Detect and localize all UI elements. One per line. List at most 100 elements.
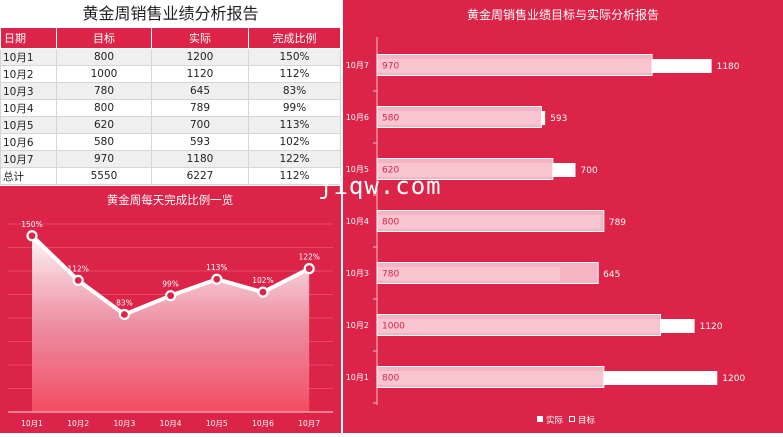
y-tick-label: 10月7 bbox=[346, 61, 369, 70]
cell-ratio: 112% bbox=[248, 65, 341, 83]
data-label: 150% bbox=[21, 220, 42, 229]
actual-value-label: 1180 bbox=[717, 62, 740, 72]
cell-date: 10月1 bbox=[0, 48, 57, 66]
y-tick-label: 10月2 bbox=[346, 321, 369, 330]
target-value-label: 800 bbox=[382, 218, 399, 228]
target-bar bbox=[376, 54, 653, 76]
target-value-label: 970 bbox=[382, 62, 399, 72]
x-tick-label: 10月1 bbox=[21, 419, 43, 428]
y-tick-label: 10月6 bbox=[346, 113, 369, 122]
cell-ratio: 102% bbox=[248, 133, 341, 151]
target-bar bbox=[376, 262, 599, 284]
cell-target: 620 bbox=[56, 116, 152, 134]
target-value-label: 780 bbox=[382, 270, 399, 280]
y-tick-label: 10月1 bbox=[346, 373, 369, 382]
header-target: 目标 bbox=[56, 27, 152, 49]
data-label: 102% bbox=[252, 276, 273, 285]
data-point bbox=[211, 273, 223, 285]
data-label: 83% bbox=[116, 298, 133, 307]
table-row: 10月6 580 593 102% bbox=[0, 133, 341, 151]
legend-label-target: 目标 bbox=[578, 415, 596, 426]
x-tick-label: 10月7 bbox=[298, 419, 320, 428]
actual-value-label: 789 bbox=[609, 218, 626, 228]
line-chart-title: 黄金周每天完成比例一览 bbox=[107, 193, 234, 207]
cell-date: 10月3 bbox=[0, 82, 57, 100]
table-row: 10月4 800 789 99% bbox=[0, 99, 341, 117]
bar-chart-panel: 黄金周销售业绩目标与实际分析报告 10月1 800 1200 10月2 1000 1120 1… bbox=[343, 0, 783, 433]
target-bar bbox=[376, 210, 605, 232]
cell-target: 5550 bbox=[56, 167, 152, 185]
cell-ratio: 122% bbox=[248, 150, 341, 168]
y-tick-label: 10月5 bbox=[346, 165, 369, 174]
cell-date: 10月4 bbox=[0, 99, 57, 117]
table-row: 总计 5550 6227 112% bbox=[0, 167, 341, 185]
cell-actual: 1200 bbox=[151, 48, 249, 66]
target-value-label: 1000 bbox=[382, 322, 405, 332]
actual-value-label: 645 bbox=[603, 270, 620, 280]
x-tick-label: 10月2 bbox=[67, 419, 89, 428]
cell-date: 10月7 bbox=[0, 150, 57, 168]
cell-actual: 645 bbox=[151, 82, 249, 100]
cell-ratio: 113% bbox=[248, 116, 341, 134]
x-tick-label: 10月6 bbox=[252, 419, 274, 428]
cell-date: 10月2 bbox=[0, 65, 57, 83]
legend-label-actual: 实际 bbox=[546, 415, 564, 426]
line-chart-panel: 黄金周每天完成比例一览 150% 10月1 112% 10月2 83% 10月3 99% 10月… bbox=[0, 186, 341, 433]
line-chart: 黄金周每天完成比例一览 150% 10月1 112% 10月2 83% 10月3 99% 10月… bbox=[8, 193, 333, 428]
data-table: 日期 目标 实际 完成比例 10月1 800 1200 150% 10月2 1000 112… bbox=[0, 27, 341, 185]
data-point bbox=[26, 230, 38, 242]
actual-value-label: 1200 bbox=[722, 374, 745, 384]
target-value-label: 800 bbox=[382, 374, 399, 384]
cell-date: 10月6 bbox=[0, 133, 57, 151]
data-point bbox=[165, 290, 177, 302]
cell-target: 800 bbox=[56, 48, 152, 66]
data-point bbox=[118, 308, 131, 321]
actual-value-label: 700 bbox=[581, 166, 598, 176]
cell-target: 1000 bbox=[56, 65, 152, 83]
cell-target: 970 bbox=[56, 150, 152, 168]
target-bar bbox=[376, 366, 605, 388]
x-tick-label: 10月4 bbox=[160, 419, 182, 428]
cell-date: 总计 bbox=[0, 167, 57, 185]
bar-chart: 黄金周销售业绩目标与实际分析报告 10月1 800 1200 10月2 1000 1120 1… bbox=[346, 7, 746, 426]
table-row: 10月3 780 645 83% bbox=[0, 82, 341, 100]
data-point bbox=[257, 286, 269, 298]
y-tick-label: 10月4 bbox=[346, 217, 369, 226]
target-bar bbox=[376, 106, 542, 128]
cell-target: 780 bbox=[56, 82, 152, 100]
actual-value-label: 593 bbox=[550, 114, 567, 124]
cell-actual: 1180 bbox=[151, 150, 249, 168]
table-row: 10月5 620 700 113% bbox=[0, 116, 341, 134]
actual-value-label: 1120 bbox=[700, 322, 723, 332]
cell-actual: 6227 bbox=[151, 167, 249, 185]
table-header-row: 日期 目标 实际 完成比例 bbox=[0, 27, 341, 49]
header-actual: 实际 bbox=[151, 27, 249, 49]
bar-chart-title: 黄金周销售业绩目标与实际分析报告 bbox=[467, 7, 659, 22]
cell-ratio: 99% bbox=[248, 99, 341, 117]
watermark-text: jiqw.com bbox=[318, 172, 442, 200]
cell-actual: 789 bbox=[151, 99, 249, 117]
cell-target: 800 bbox=[56, 99, 152, 117]
legend-swatch-target bbox=[569, 416, 575, 422]
data-label: 122% bbox=[298, 253, 319, 262]
data-label: 113% bbox=[206, 263, 227, 272]
table-row: 10月7 970 1180 122% bbox=[0, 150, 341, 168]
target-value-label: 580 bbox=[382, 114, 399, 124]
x-tick-label: 10月3 bbox=[113, 419, 135, 428]
area-fill bbox=[32, 235, 310, 412]
cell-actual: 700 bbox=[151, 116, 249, 134]
data-point bbox=[303, 263, 315, 275]
data-label: 112% bbox=[67, 264, 88, 273]
y-tick-label: 10月3 bbox=[346, 269, 369, 278]
x-tick-label: 10月5 bbox=[206, 419, 228, 428]
header-ratio: 完成比例 bbox=[248, 27, 341, 49]
data-point bbox=[72, 274, 84, 287]
cell-ratio: 150% bbox=[248, 48, 341, 66]
cell-ratio: 112% bbox=[248, 167, 341, 185]
legend-swatch-actual bbox=[537, 416, 543, 422]
cell-actual: 593 bbox=[151, 133, 249, 151]
header-date: 日期 bbox=[0, 27, 57, 49]
table-row: 10月1 800 1200 150% bbox=[0, 48, 341, 66]
report-title: 黄金周销售业绩分析报告 bbox=[82, 4, 259, 23]
cell-target: 580 bbox=[56, 133, 152, 151]
